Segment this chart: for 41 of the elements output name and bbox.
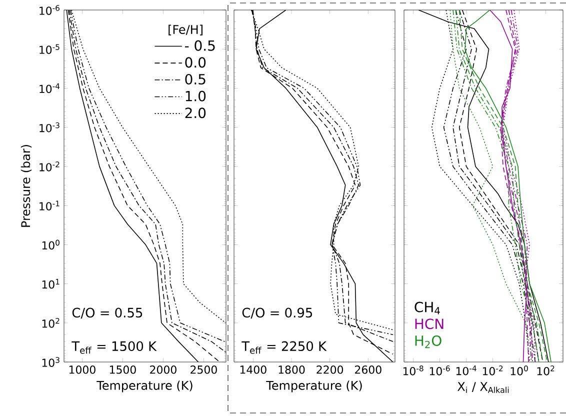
y-tick-label: 10$^{-6}$ [40, 5, 60, 15]
x-tick-label: 10$^{-6}$ [430, 366, 450, 376]
x-axis-title: Temperature (K) [266, 380, 362, 392]
annotation: T$_{eff}$ = 1500 K [72, 341, 157, 354]
legend-title: [Fe/H] [168, 24, 202, 36]
y-tick-label: 10$^{0}$ [42, 240, 60, 250]
annotation: C/O = 0.55 [72, 308, 142, 319]
x-tick-label: 10$^{-2}$ [482, 366, 503, 376]
x-axis-title: Temperature (K) [96, 380, 192, 392]
x-tick-label: 10$^{0}$ [510, 366, 528, 376]
y-tick-label: 10$^{-2}$ [40, 162, 60, 172]
y-tick-label: 10$^{-1}$ [40, 200, 60, 210]
y-tick-label: 10$^{-5}$ [40, 44, 60, 54]
y-axis-title: Pressure (bar) [20, 145, 32, 227]
x-tick-label: 1500 [110, 366, 136, 374]
text: CH$_{4}$ [414, 302, 440, 314]
x-tick-label: 2200 [316, 366, 344, 374]
text: HCN [415, 318, 444, 330]
x-tick-label: 2000 [150, 366, 176, 374]
y-tick-label: 10$^{-3}$ [40, 122, 60, 132]
x-tick-label: 1800 [278, 366, 305, 374]
y-tick-label: 10$^{-4}$ [40, 83, 60, 94]
x-tick-label: 1000 [69, 366, 96, 374]
annotation: C/O = 0.95 [242, 308, 312, 319]
y-tick-label: 10$^{1}$ [42, 278, 60, 289]
text: H$_{2}$O [415, 335, 442, 348]
x-tick-label: 2500 [190, 366, 217, 374]
legend-label: 0.5 [185, 74, 206, 85]
legend-label: - 0.5 [185, 40, 215, 51]
x-axis-title: X$_{i}$ / X$_{Alkali}$ [458, 382, 509, 393]
x-tick-label: 10$^{2}$ [537, 366, 554, 376]
y-tick-label: 10$^{3}$ [42, 357, 60, 367]
annotation: T$_{eff}$ = 2250 K [242, 341, 327, 354]
x-tick-label: 10$^{-4}$ [456, 366, 476, 376]
x-tick-label: 1400 [240, 366, 266, 374]
x-tick-label: 2600 [355, 366, 382, 374]
y-tick-label: 10$^{2}$ [42, 318, 60, 328]
legend-label: 2.0 [185, 108, 206, 118]
x-tick-label: 10$^{-8}$ [403, 366, 424, 376]
legend-label: 1.0 [186, 90, 206, 102]
legend-label: 0.0 [185, 57, 206, 68]
